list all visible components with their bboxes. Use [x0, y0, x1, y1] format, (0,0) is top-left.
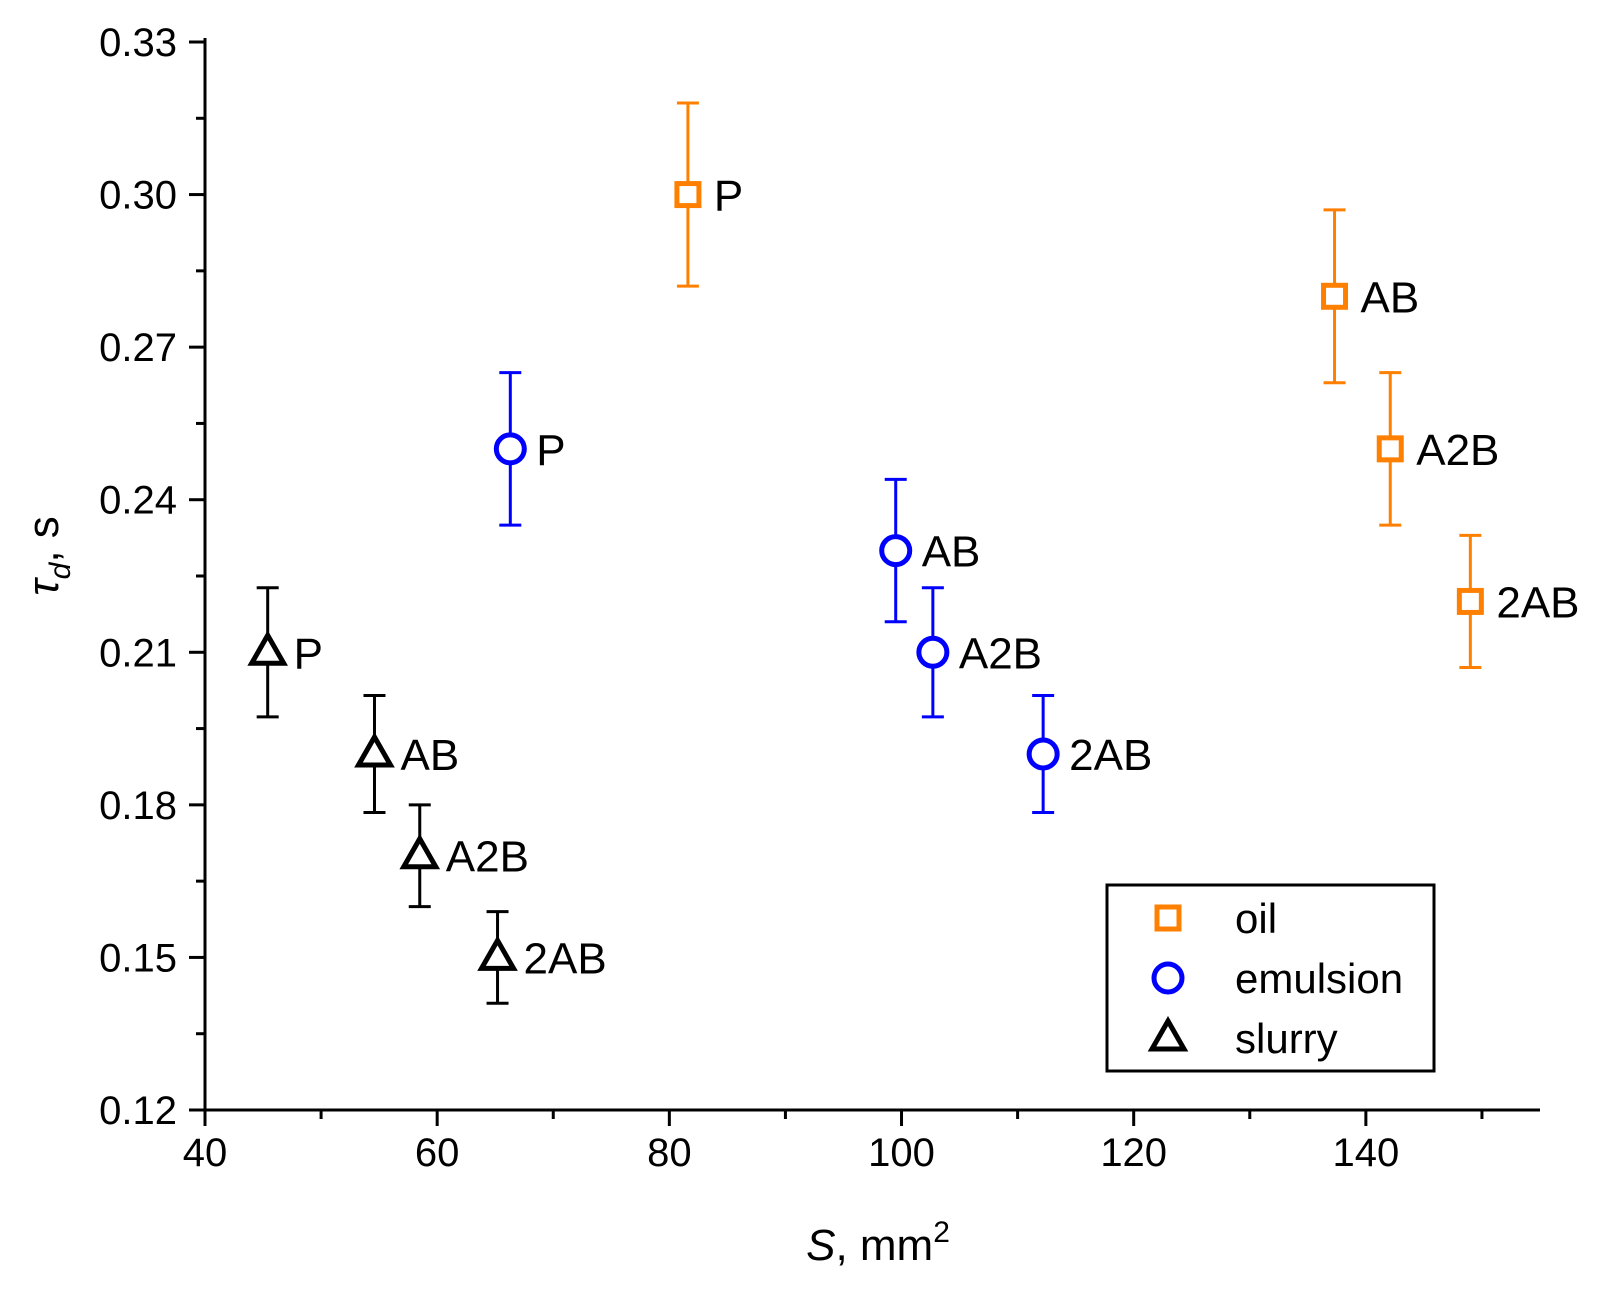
- y-tick-label: 0.12: [99, 1089, 177, 1133]
- x-tick-label: 60: [415, 1131, 460, 1175]
- axes: [203, 38, 1540, 1112]
- point-label: A2B: [959, 629, 1042, 678]
- slurry-point-A2B: [399, 833, 441, 870]
- point-label: AB: [400, 731, 459, 780]
- series-slurry: P AB A2B 2AB: [247, 586, 607, 1005]
- oil-point-P: [674, 181, 702, 209]
- point-label: P: [294, 629, 323, 678]
- slurry-point-P: [247, 630, 288, 666]
- x-tick-label: 140: [1332, 1131, 1399, 1175]
- point-label: A2B: [1416, 426, 1499, 475]
- x-tick-label: 80: [647, 1131, 692, 1175]
- y-tick-label: 0.15: [99, 936, 177, 980]
- y-tick-label: 0.30: [99, 174, 177, 218]
- y-tick-label: 0.24: [99, 479, 177, 523]
- legend-slurry-label: slurry: [1235, 1015, 1338, 1062]
- axis-ticks: 40 60 80 100 120 140 0.12 0.15 0.18 0.21 0.24 0.27 0…: [99, 21, 1484, 1175]
- point-label: 2AB: [524, 934, 607, 983]
- y-tick-label: 0.33: [99, 21, 177, 65]
- point-label: 2AB: [1069, 731, 1152, 780]
- x-tick-label: 120: [1100, 1131, 1167, 1175]
- y-tick-label: 0.18: [99, 784, 177, 828]
- x-tick-label: 100: [868, 1131, 935, 1175]
- series-oil: P AB A2B 2AB: [674, 101, 1580, 670]
- emulsion-point-2AB: [1026, 737, 1060, 771]
- y-tick-label: 0.21: [99, 631, 177, 675]
- legend-emulsion-label: emulsion: [1235, 955, 1403, 1002]
- y-tick-label: 0.27: [99, 326, 177, 370]
- emulsion-point-P: [493, 432, 527, 466]
- legend: oil emulsion slurry: [1105, 883, 1436, 1073]
- legend-emulsion-marker: [1151, 961, 1185, 995]
- legend-oil-marker: [1154, 904, 1182, 932]
- point-label: P: [714, 172, 743, 221]
- oil-point-A2B: [1376, 435, 1404, 463]
- slurry-point-AB: [354, 731, 395, 768]
- slurry-point-2AB: [477, 935, 518, 971]
- x-tick-label: 40: [183, 1131, 228, 1175]
- point-label: AB: [922, 528, 981, 577]
- y-axis-title: τd, s: [19, 516, 77, 596]
- legend-slurry-marker: [1147, 1015, 1189, 1052]
- legend-oil-label: oil: [1235, 895, 1277, 942]
- oil-point-AB: [1321, 282, 1349, 310]
- point-label: 2AB: [1496, 578, 1579, 627]
- oil-point-2AB: [1456, 587, 1484, 615]
- emulsion-point-AB: [879, 534, 913, 568]
- point-label: P: [536, 426, 565, 475]
- x-axis-title: S, mm2: [806, 1216, 950, 1270]
- emulsion-point-A2B: [916, 635, 950, 669]
- point-label: AB: [1361, 273, 1420, 322]
- series-emulsion: P AB A2B 2AB: [493, 371, 1152, 814]
- point-label: A2B: [446, 833, 529, 882]
- data-series: P AB A2B 2AB P AB A2B 2AB P AB A2B 2AB: [247, 101, 1580, 1005]
